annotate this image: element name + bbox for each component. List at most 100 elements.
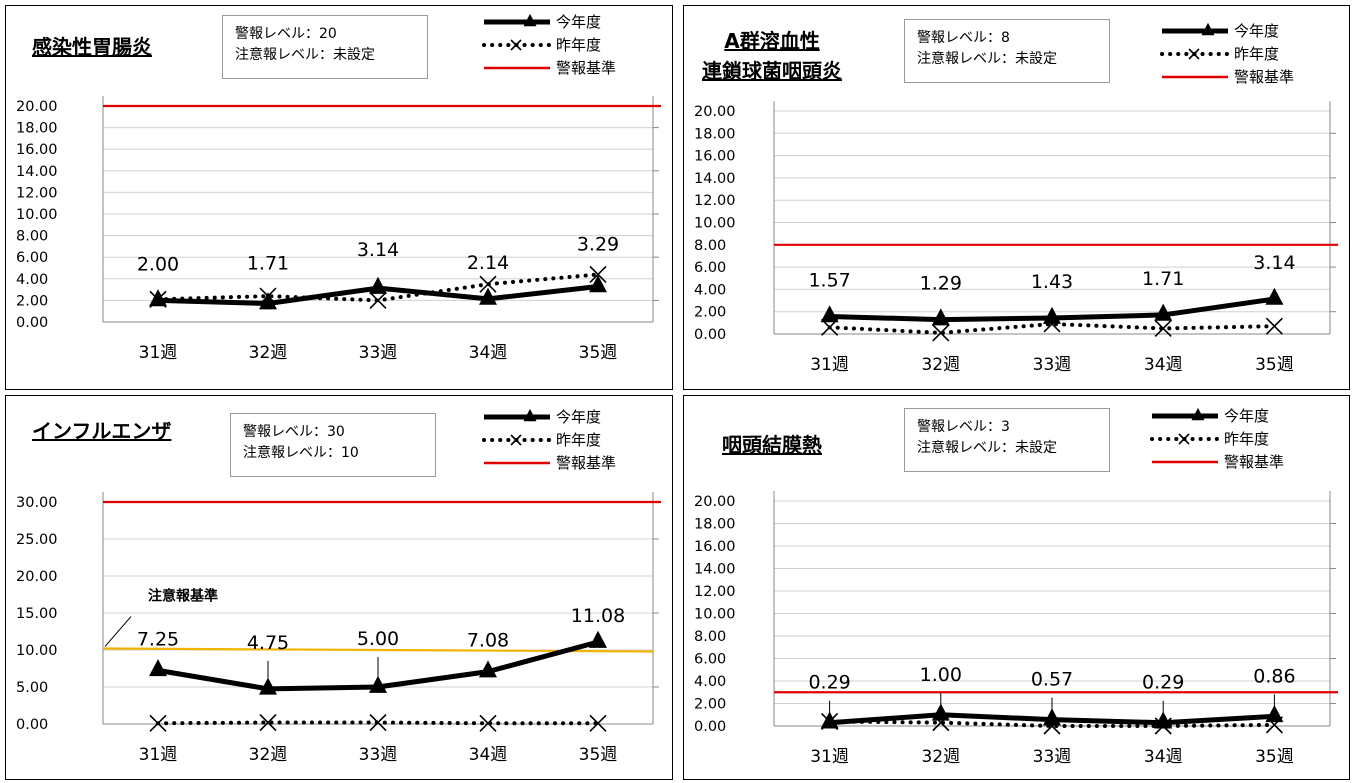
data-label: 7.08 <box>467 630 509 652</box>
data-label: 1.00 <box>920 664 962 686</box>
x-tick-label: 33週 <box>359 745 398 765</box>
caution-level-text: 注意報レベル：未設定 <box>917 440 1057 456</box>
data-label: 0.29 <box>808 672 850 694</box>
y-tick-label: 15.00 <box>16 606 58 622</box>
data-label: 0.29 <box>1142 672 1184 694</box>
data-label: 1.29 <box>920 273 962 295</box>
data-label: 3.14 <box>1253 252 1295 274</box>
y-tick-label: 20.00 <box>694 494 736 510</box>
y-tick-label: 0.00 <box>16 717 48 733</box>
last-year-point <box>369 291 387 309</box>
legend-label: 警報基準 <box>1234 68 1295 86</box>
legend-label: 今年度 <box>1234 22 1280 40</box>
chart-panel-3: 0.00 5.00 10.00 15.00 20.00 25.00 30.00 31週 32週 3… <box>5 395 673 780</box>
last-year-point <box>259 713 277 732</box>
y-tick-label: 0.00 <box>694 327 726 343</box>
y-axis: 0.00 5.00 10.00 15.00 20.00 25.00 30.00 <box>16 495 58 733</box>
last-year-point <box>479 275 497 293</box>
y-tick-label: 20.00 <box>694 104 736 120</box>
this-year-point <box>259 292 277 310</box>
chart-title-2-line-1: A群溶血性 <box>724 29 820 53</box>
y-tick-label: 18.00 <box>16 121 58 137</box>
chart-title-2: A群溶血性 連鎖球菌咽頭炎 <box>702 26 842 86</box>
y-tick-label: 8.00 <box>694 629 726 645</box>
legend-symbol <box>1152 407 1218 421</box>
x-tick-label: 35週 <box>1255 747 1294 767</box>
caution-leader <box>104 616 132 647</box>
x-axis: 31週 32週 33週 34週 35週 <box>810 355 1293 375</box>
y-tick-label: 18.00 <box>694 517 736 533</box>
y-tick-label: 25.00 <box>16 532 58 548</box>
last-year-point <box>369 713 387 732</box>
x-tick-label: 35週 <box>1255 355 1294 375</box>
chart-plot-2: 0.00 2.00 4.00 6.00 8.00 10.00 12.00 14.00 16.00… <box>694 101 1338 375</box>
info-box-2: 警報レベル：8 注意報レベル：未設定 <box>904 19 1110 83</box>
y-tick-label: 6.00 <box>694 260 726 276</box>
y-tick-label: 8.00 <box>16 229 48 245</box>
legend-label: 昨年度 <box>1224 430 1270 448</box>
data-label: 0.57 <box>1031 669 1073 691</box>
last-year-point <box>479 714 497 732</box>
alarm-level-text: 警報レベル：30 <box>243 424 345 440</box>
data-label: 2.14 <box>467 252 509 274</box>
legend-item-this-year: 今年度 <box>1148 405 1338 428</box>
legend-2: 今年度 昨年度 警報基準 <box>1158 20 1348 89</box>
legend-cross-icon <box>1178 433 1190 445</box>
data-label: 4.75 <box>247 632 289 654</box>
this-year-point <box>369 675 387 693</box>
y-tick-label: 12.00 <box>16 185 58 201</box>
y-tick-label: 6.00 <box>16 250 48 266</box>
this-year-point <box>479 287 497 305</box>
y-tick-label: 12.00 <box>694 584 736 600</box>
y-tick-label: 0.00 <box>694 719 726 735</box>
chart-panel-2: 0.00 2.00 4.00 6.00 8.00 10.00 12.00 14.00 16.00… <box>683 5 1350 390</box>
this-year-point <box>149 289 167 307</box>
caution-label: 注意報基準 <box>148 588 218 605</box>
x-tick-label: 33週 <box>1033 747 1072 767</box>
this-year-point <box>589 275 607 293</box>
this-year-point <box>1154 303 1173 321</box>
y-tick-label: 10.00 <box>694 216 736 232</box>
legend-symbol <box>484 461 550 465</box>
x-tick-label: 35週 <box>579 343 618 363</box>
info-box-1: 警報レベル：20 注意報レベル：未設定 <box>222 15 428 79</box>
chart-plot-4: 0.00 2.00 4.00 6.00 8.00 10.00 12.00 14.00 16.00… <box>694 491 1338 767</box>
caution-level-text: 注意報レベル：未設定 <box>235 47 375 63</box>
x-tick-label: 31週 <box>810 355 849 375</box>
this-year-point <box>820 305 839 323</box>
data-label: 7.25 <box>137 628 179 650</box>
legend-triangle-icon <box>1201 22 1215 36</box>
y-tick-label: 4.00 <box>694 282 726 298</box>
data-label: 5.00 <box>357 628 399 650</box>
x-tick-label: 33週 <box>1033 355 1072 375</box>
x-tick-label: 31週 <box>810 747 849 767</box>
data-label: 3.14 <box>357 239 399 261</box>
data-label: 1.43 <box>1031 271 1073 293</box>
legend-label: 今年度 <box>556 408 602 426</box>
data-label: 0.86 <box>1253 665 1295 687</box>
this-year-point <box>1154 711 1173 729</box>
y-axis: 0.00 2.00 4.00 6.00 8.00 10.00 12.00 14.00 16.00… <box>16 99 58 331</box>
x-tick-label: 32週 <box>249 343 288 363</box>
y-tick-label: 18.00 <box>694 126 736 142</box>
y-tick-label: 4.00 <box>16 272 48 288</box>
data-label: 11.08 <box>571 605 625 627</box>
legend-label: 警報基準 <box>556 59 617 77</box>
chart-plot-1: 0.00 2.00 4.00 6.00 8.00 10.00 12.00 14.00 16.00… <box>16 96 661 363</box>
chart-title-3: インフルエンザ <box>32 419 172 443</box>
data-label: 1.71 <box>1142 268 1184 290</box>
legend-symbol <box>482 39 552 51</box>
this-year-point <box>1043 708 1061 726</box>
legend-cross-icon <box>510 434 522 446</box>
chart-panel-4: 0.00 2.00 4.00 6.00 8.00 10.00 12.00 14.00 16.00… <box>683 395 1350 780</box>
y-tick-label: 12.00 <box>694 193 736 209</box>
y-tick-label: 16.00 <box>694 539 736 555</box>
this-year-point <box>931 703 950 721</box>
this-year-point <box>1043 306 1061 324</box>
legend-triangle-icon <box>523 408 537 422</box>
legend-item-last-year: 昨年度 <box>480 34 670 57</box>
chart-panel-1: 0.00 2.00 4.00 6.00 8.00 10.00 12.00 14.00 16.00… <box>5 5 673 390</box>
y-tick-label: 16.00 <box>16 142 58 158</box>
last-year-point <box>589 714 607 732</box>
